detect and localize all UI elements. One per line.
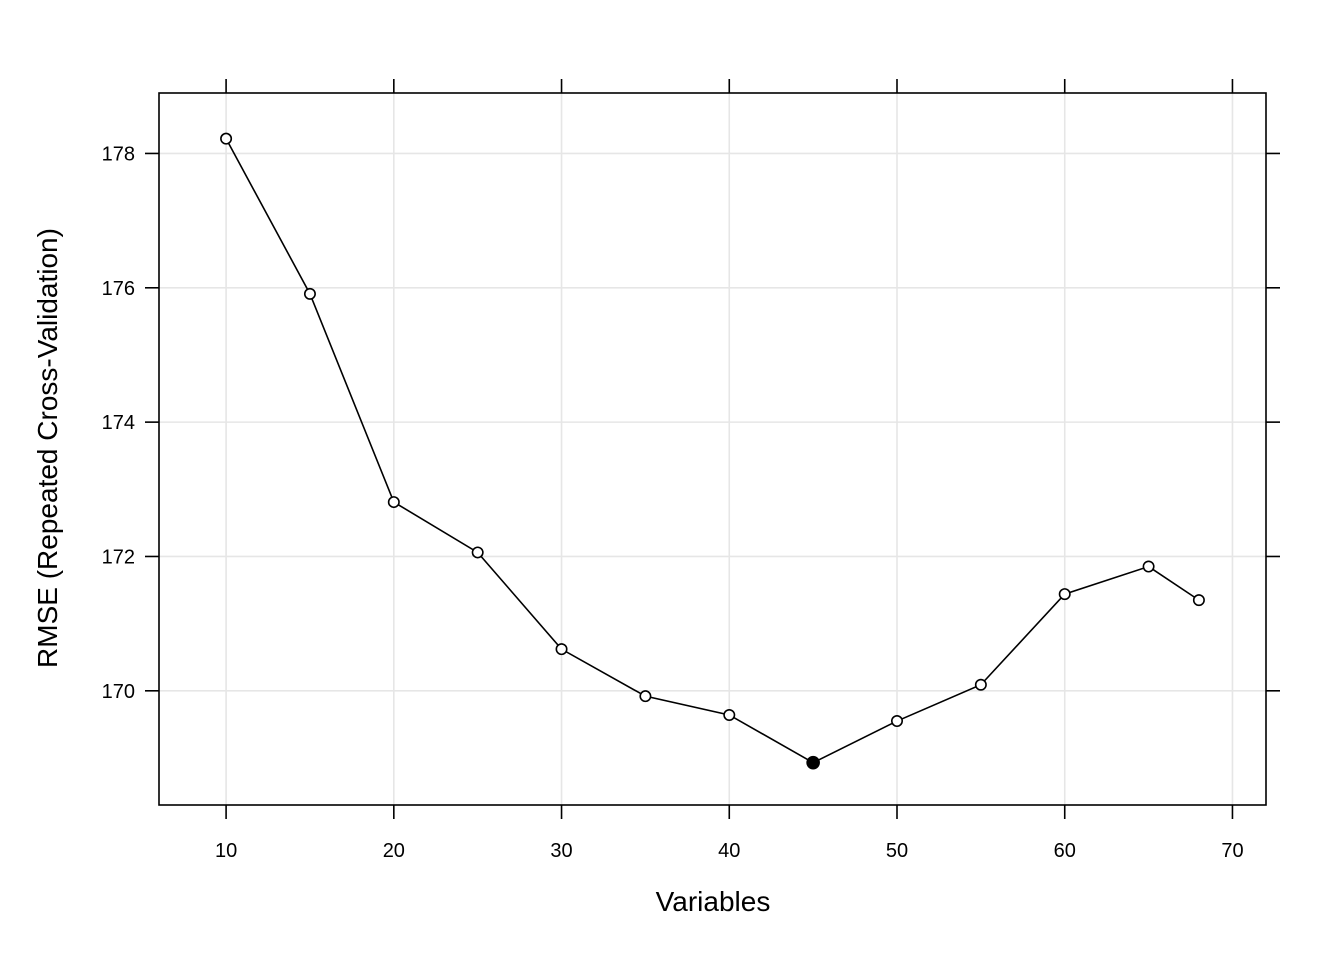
data-point [1058, 588, 1071, 601]
series-line [225, 138, 1200, 764]
data-point-best [806, 755, 820, 770]
y-tick-label: 178 [102, 143, 135, 165]
x-axis-title: Variables [656, 886, 771, 917]
gridlines [159, 93, 1266, 805]
y-tick-label: 176 [102, 278, 135, 300]
data-point [1142, 560, 1155, 573]
x-tick-label: 10 [215, 840, 237, 862]
data-point [723, 708, 736, 721]
y-tick-label: 174 [102, 412, 135, 434]
data-point [387, 496, 400, 509]
x-tick-label: 20 [383, 840, 405, 862]
axis-ticks [145, 79, 1280, 819]
y-axis-title: RMSE (Repeated Cross-Validation) [32, 228, 63, 668]
data-points [220, 132, 1205, 770]
x-tick-label: 40 [718, 840, 740, 862]
x-tick-label: 30 [550, 840, 572, 862]
data-point [303, 287, 316, 300]
series-layer [225, 138, 1200, 764]
x-tick-label: 70 [1221, 840, 1243, 862]
data-point [890, 715, 903, 728]
data-point [220, 132, 233, 145]
x-tick-label: 60 [1054, 840, 1076, 862]
plot-frame [158, 92, 1267, 806]
y-tick-label: 172 [102, 546, 135, 568]
x-tick-label: 50 [886, 840, 908, 862]
data-point [471, 546, 484, 559]
y-tick-label: 170 [102, 681, 135, 703]
data-point [555, 643, 568, 656]
data-point [639, 690, 652, 703]
data-point [974, 678, 987, 691]
data-point [1192, 594, 1205, 607]
tick-labels: 10 20 30 40 50 60 70 170 172 174 176 178 [102, 143, 1244, 862]
